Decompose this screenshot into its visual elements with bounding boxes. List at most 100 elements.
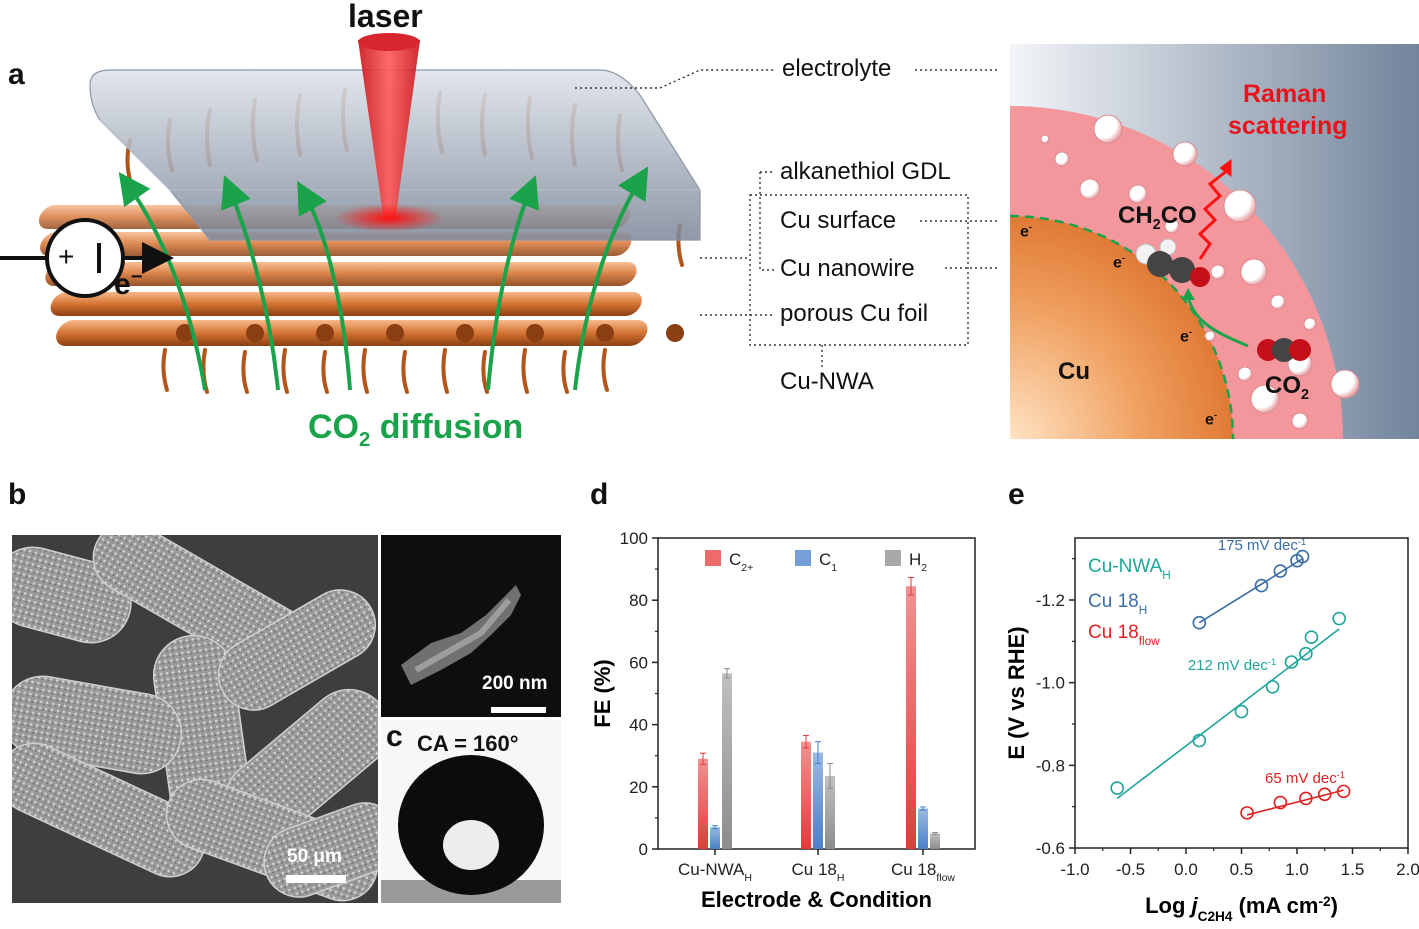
y-tick-label: 60 [629, 653, 648, 672]
conversion-arrow [1186, 296, 1249, 348]
laser-label: laser [348, 0, 423, 34]
circuit-symbol [0, 218, 174, 298]
legend-swatch [795, 550, 811, 566]
x-tick-label: Cu 18H [792, 860, 845, 884]
bar-2-0 [722, 673, 732, 849]
raman-label-2: scattering [1228, 112, 1348, 140]
callout-cu-surface: Cu surface [780, 207, 897, 234]
plus-sign: + [58, 241, 75, 272]
contact-angle-label: CA = 160° [417, 731, 519, 756]
bar-1-1 [813, 752, 823, 849]
surface-electron-1: e- [1020, 222, 1033, 241]
data-point-2-2 [1299, 791, 1313, 806]
data-point-0-6 [1304, 630, 1319, 644]
fe-bar-chart: 0 20 40 60 80 100 FE (%) Electrode & Condition C… [590, 529, 976, 912]
bar-2-1 [825, 775, 835, 849]
legend-label: Cu-NWAH [1088, 556, 1171, 582]
surface-electron-2: e- [1113, 253, 1126, 272]
panel-letter-d: d [590, 478, 609, 511]
slope-label: 65 mV dec-1 [1265, 770, 1345, 787]
data-point-1-0 [1192, 615, 1207, 630]
data-point-2-1 [1273, 795, 1288, 810]
callout-electrolyte: electrolyte [782, 55, 892, 82]
x-tick-label: -1.0 [1060, 860, 1089, 879]
data-point-2-0 [1240, 806, 1254, 820]
raman-zigzag [1197, 159, 1232, 260]
schematic-illustration [0, 33, 1000, 394]
cu-core-label: Cu [1058, 358, 1090, 385]
surface-electron-3: e- [1180, 327, 1193, 346]
legend-label: Cu 18flow [1088, 622, 1160, 648]
data-point-0-3 [1265, 680, 1280, 694]
data-point-0-5 [1299, 646, 1313, 661]
y-tick-label: -1.0 [1036, 674, 1065, 693]
data-point-2-4 [1336, 784, 1351, 799]
legend-swatch [705, 550, 721, 566]
data-point-0-0 [1110, 781, 1124, 795]
x-tick-label: -0.5 [1116, 860, 1145, 879]
x-tick-label: 1.0 [1285, 860, 1309, 879]
bar-2-2 [930, 833, 940, 849]
legend-label: C2+ [729, 550, 753, 574]
legend-label: Cu 18H [1088, 591, 1147, 617]
y-tick-label: 100 [620, 529, 648, 548]
x-tick-label: 2.0 [1396, 860, 1419, 879]
scale-bar-b-label: 50 μm [287, 846, 342, 867]
panel-letter-e: e [1008, 478, 1025, 511]
electron-label: e− [114, 266, 143, 301]
x-axis-title: Electrode & Condition [701, 887, 932, 912]
fit-line-1 [1198, 557, 1303, 624]
callout-lines [575, 69, 1000, 368]
x-tick-label: 0.0 [1174, 860, 1198, 879]
x-tick-label: Cu-NWAH [678, 860, 752, 884]
data-point-1-2 [1273, 564, 1288, 578]
bar-0-0 [698, 758, 708, 849]
panel-letter-c: c [386, 720, 403, 753]
y-tick-label: -1.2 [1036, 591, 1065, 610]
bar-0-2 [906, 586, 916, 849]
y-axis-title: E (V vs RHE) [1004, 626, 1029, 759]
slope-label: 212 mV dec-1 [1188, 657, 1276, 674]
co2-diffusion-label: CO2 diffusion [308, 408, 524, 451]
bar-0-1 [801, 741, 811, 849]
x-tick-label: 1.5 [1341, 860, 1365, 879]
callout-porous-foil: porous Cu foil [780, 300, 929, 327]
bar-1-0 [710, 827, 720, 849]
tafel-chart: -1.0 -0.5 0.0 0.5 1.0 1.5 2.0 -0.6 -0.8 -1.0 -1.2 E… [1004, 537, 1419, 924]
y-tick-label: 0 [639, 840, 648, 859]
callout-cu-nanowire: Cu nanowire [780, 255, 915, 282]
callout-cu-nwa: Cu-NWA [780, 368, 874, 395]
legend-label: C1 [819, 550, 837, 574]
contact-angle-image [381, 720, 561, 903]
y-tick-label: -0.6 [1036, 839, 1065, 858]
tem-image-inset [381, 535, 561, 717]
surface-electron-4: e- [1205, 410, 1218, 429]
data-point-0-7 [1332, 611, 1346, 626]
co2-label: CO2 [1265, 372, 1310, 403]
panel-letter-a: a [8, 58, 25, 91]
co2-molecule [1257, 338, 1311, 362]
data-point-0-2 [1234, 704, 1249, 719]
data-point-1-4 [1295, 549, 1310, 564]
data-point-1-1 [1254, 578, 1269, 593]
slope-label: 175 mV dec-1 [1218, 537, 1306, 554]
fit-line-0 [1116, 628, 1340, 800]
legend-swatch [885, 550, 901, 566]
laser-beam [334, 33, 444, 232]
y-tick-label: 20 [629, 778, 648, 797]
raman-label-1: Raman [1243, 80, 1327, 108]
data-point-2-3 [1317, 787, 1332, 802]
callout-gdl: alkanethiol GDL [780, 158, 951, 185]
ch2co-label: CH2CO [1118, 202, 1197, 233]
fit-line-2 [1246, 789, 1344, 816]
scale-bar-inset-label: 200 nm [482, 673, 548, 694]
y-tick-label: -0.8 [1036, 756, 1065, 775]
x-tick-label: Cu 18flow [891, 860, 955, 884]
legend-label: H2 [909, 550, 927, 574]
x-axis-title: Log jC2H4 (mA cm-2) [1145, 893, 1338, 924]
y-tick-label: 80 [629, 591, 648, 610]
ch2co-molecule [1135, 238, 1210, 287]
sem-image-b [12, 535, 378, 903]
plot-frame [1074, 537, 1409, 849]
x-tick-label: 0.5 [1230, 860, 1254, 879]
